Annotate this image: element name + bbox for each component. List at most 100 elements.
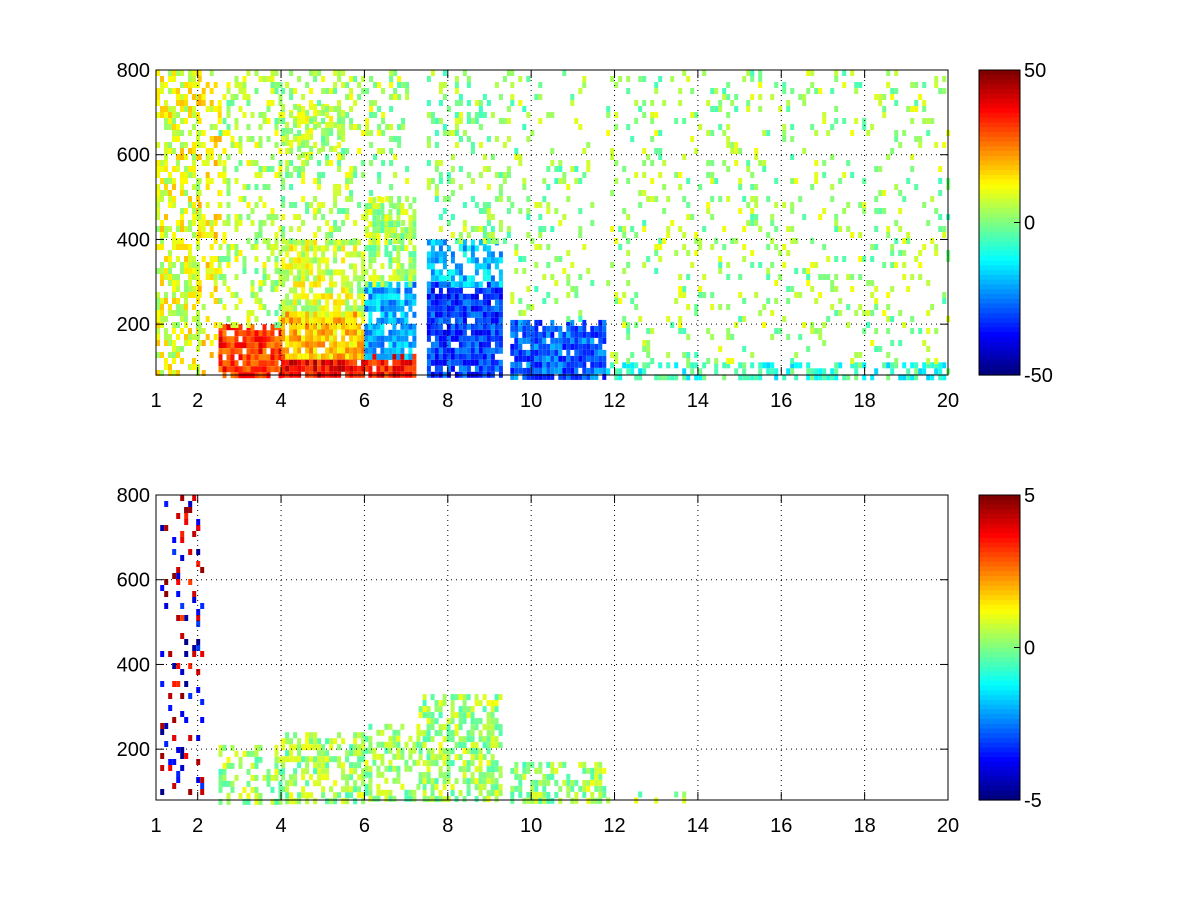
heatmap-cell — [490, 347, 495, 354]
heatmap-cell — [770, 214, 775, 220]
heatmap-cell — [642, 362, 647, 369]
heatmap-cell — [874, 328, 879, 334]
heatmap-cell — [622, 208, 627, 214]
heatmap-cell — [630, 368, 635, 375]
heatmap-cell — [262, 366, 267, 373]
heatmap-cell — [258, 792, 263, 799]
heatmap-cell — [526, 373, 531, 380]
heatmap-cell — [750, 352, 755, 358]
colorbar-swatch — [979, 752, 1020, 758]
heatmap-cell — [786, 250, 791, 256]
colorbar-swatch — [979, 355, 1020, 362]
heatmap-cell — [534, 349, 539, 356]
heatmap-cell — [598, 797, 603, 804]
heatmap-cell — [542, 337, 547, 344]
heatmap-cell — [670, 374, 675, 381]
heatmap-cell — [230, 780, 235, 787]
heatmap-cell — [578, 337, 583, 344]
heatmap-cell — [726, 304, 731, 310]
heatmap-cell — [882, 112, 887, 118]
heatmap-cell — [226, 324, 231, 331]
heatmap-cell — [418, 706, 423, 713]
heatmap-cell — [550, 349, 555, 356]
heatmap-cell — [690, 368, 695, 375]
heatmap-cell — [574, 367, 579, 374]
heatmap-cell — [726, 334, 731, 340]
heatmap-cell — [498, 251, 503, 258]
heatmap-cell — [470, 748, 475, 755]
heatmap-cell — [222, 336, 227, 343]
heatmap-cell — [388, 759, 393, 766]
heatmap-cell — [217, 160, 222, 166]
heatmap-cell — [396, 777, 401, 784]
heatmap-cell — [301, 106, 306, 112]
heatmap-cell — [380, 293, 385, 300]
heatmap-cell — [333, 317, 338, 324]
heatmap-cell — [462, 796, 467, 803]
heatmap-cell — [226, 250, 231, 256]
heatmap-cell — [412, 741, 417, 748]
heatmap-cell — [830, 196, 835, 202]
heatmap-cell — [474, 748, 479, 755]
heatmap-cell — [662, 208, 667, 214]
heatmap-cell — [317, 257, 322, 264]
heatmap-cell — [392, 359, 397, 366]
heatmap-cell — [329, 232, 334, 238]
heatmap-cell — [550, 274, 555, 280]
heatmap-cell — [361, 738, 366, 745]
heatmap-cell — [726, 82, 731, 88]
heatmap-cell — [594, 373, 599, 380]
heatmap-cell — [234, 250, 239, 256]
heatmap-cell — [462, 275, 467, 282]
heatmap-cell — [438, 748, 443, 755]
heatmap-cell — [474, 353, 479, 360]
heatmap-cell — [474, 724, 479, 731]
heatmap-cell — [834, 118, 839, 124]
heatmap-cell — [486, 772, 491, 779]
heatmap-cell — [226, 112, 231, 118]
heatmap-cell — [578, 373, 583, 380]
colorbar-swatch — [979, 599, 1020, 606]
heatmap-cell — [196, 136, 200, 142]
heatmap-cell — [361, 353, 366, 360]
heatmap-cell — [534, 325, 539, 332]
heatmap-cell — [246, 136, 251, 142]
heatmap-cell — [234, 750, 239, 757]
heatmap-cell — [285, 786, 290, 793]
heatmap-cell — [650, 136, 655, 142]
heatmap-cell — [686, 362, 691, 369]
heatmap-cell — [372, 239, 377, 246]
heatmap-cell — [405, 196, 410, 202]
heatmap-cell — [730, 148, 735, 154]
x-tick-label: 6 — [359, 815, 370, 837]
heatmap-cell — [160, 274, 164, 280]
heatmap-cell — [337, 311, 342, 318]
heatmap-cell — [506, 226, 511, 232]
heatmap-cell — [234, 774, 239, 781]
heatmap-cell — [412, 335, 417, 342]
heatmap-cell — [246, 342, 251, 349]
heatmap-cell — [842, 172, 847, 178]
heatmap-cell — [538, 361, 543, 368]
heatmap-cell — [188, 202, 192, 208]
heatmap-cell — [172, 663, 177, 669]
heatmap-cell — [510, 361, 515, 368]
heatmap-cell — [246, 750, 251, 757]
heatmap-cell — [486, 232, 491, 238]
heatmap-cell — [926, 328, 931, 334]
heatmap-cell — [726, 136, 731, 142]
heatmap-cell — [522, 184, 527, 190]
heatmap-cell — [349, 317, 354, 324]
heatmap-cell — [188, 274, 192, 280]
heatmap-cell — [192, 651, 197, 657]
heatmap-cell — [168, 352, 172, 358]
heatmap-cell — [678, 322, 683, 328]
heatmap-cell — [250, 136, 255, 142]
heatmap-cell — [408, 323, 413, 330]
heatmap-cell — [426, 100, 431, 106]
heatmap-cell — [369, 130, 374, 136]
heatmap-cell — [626, 368, 631, 375]
heatmap-cell — [478, 772, 483, 779]
heatmap-cell — [368, 263, 373, 270]
heatmap-cell — [454, 299, 459, 306]
